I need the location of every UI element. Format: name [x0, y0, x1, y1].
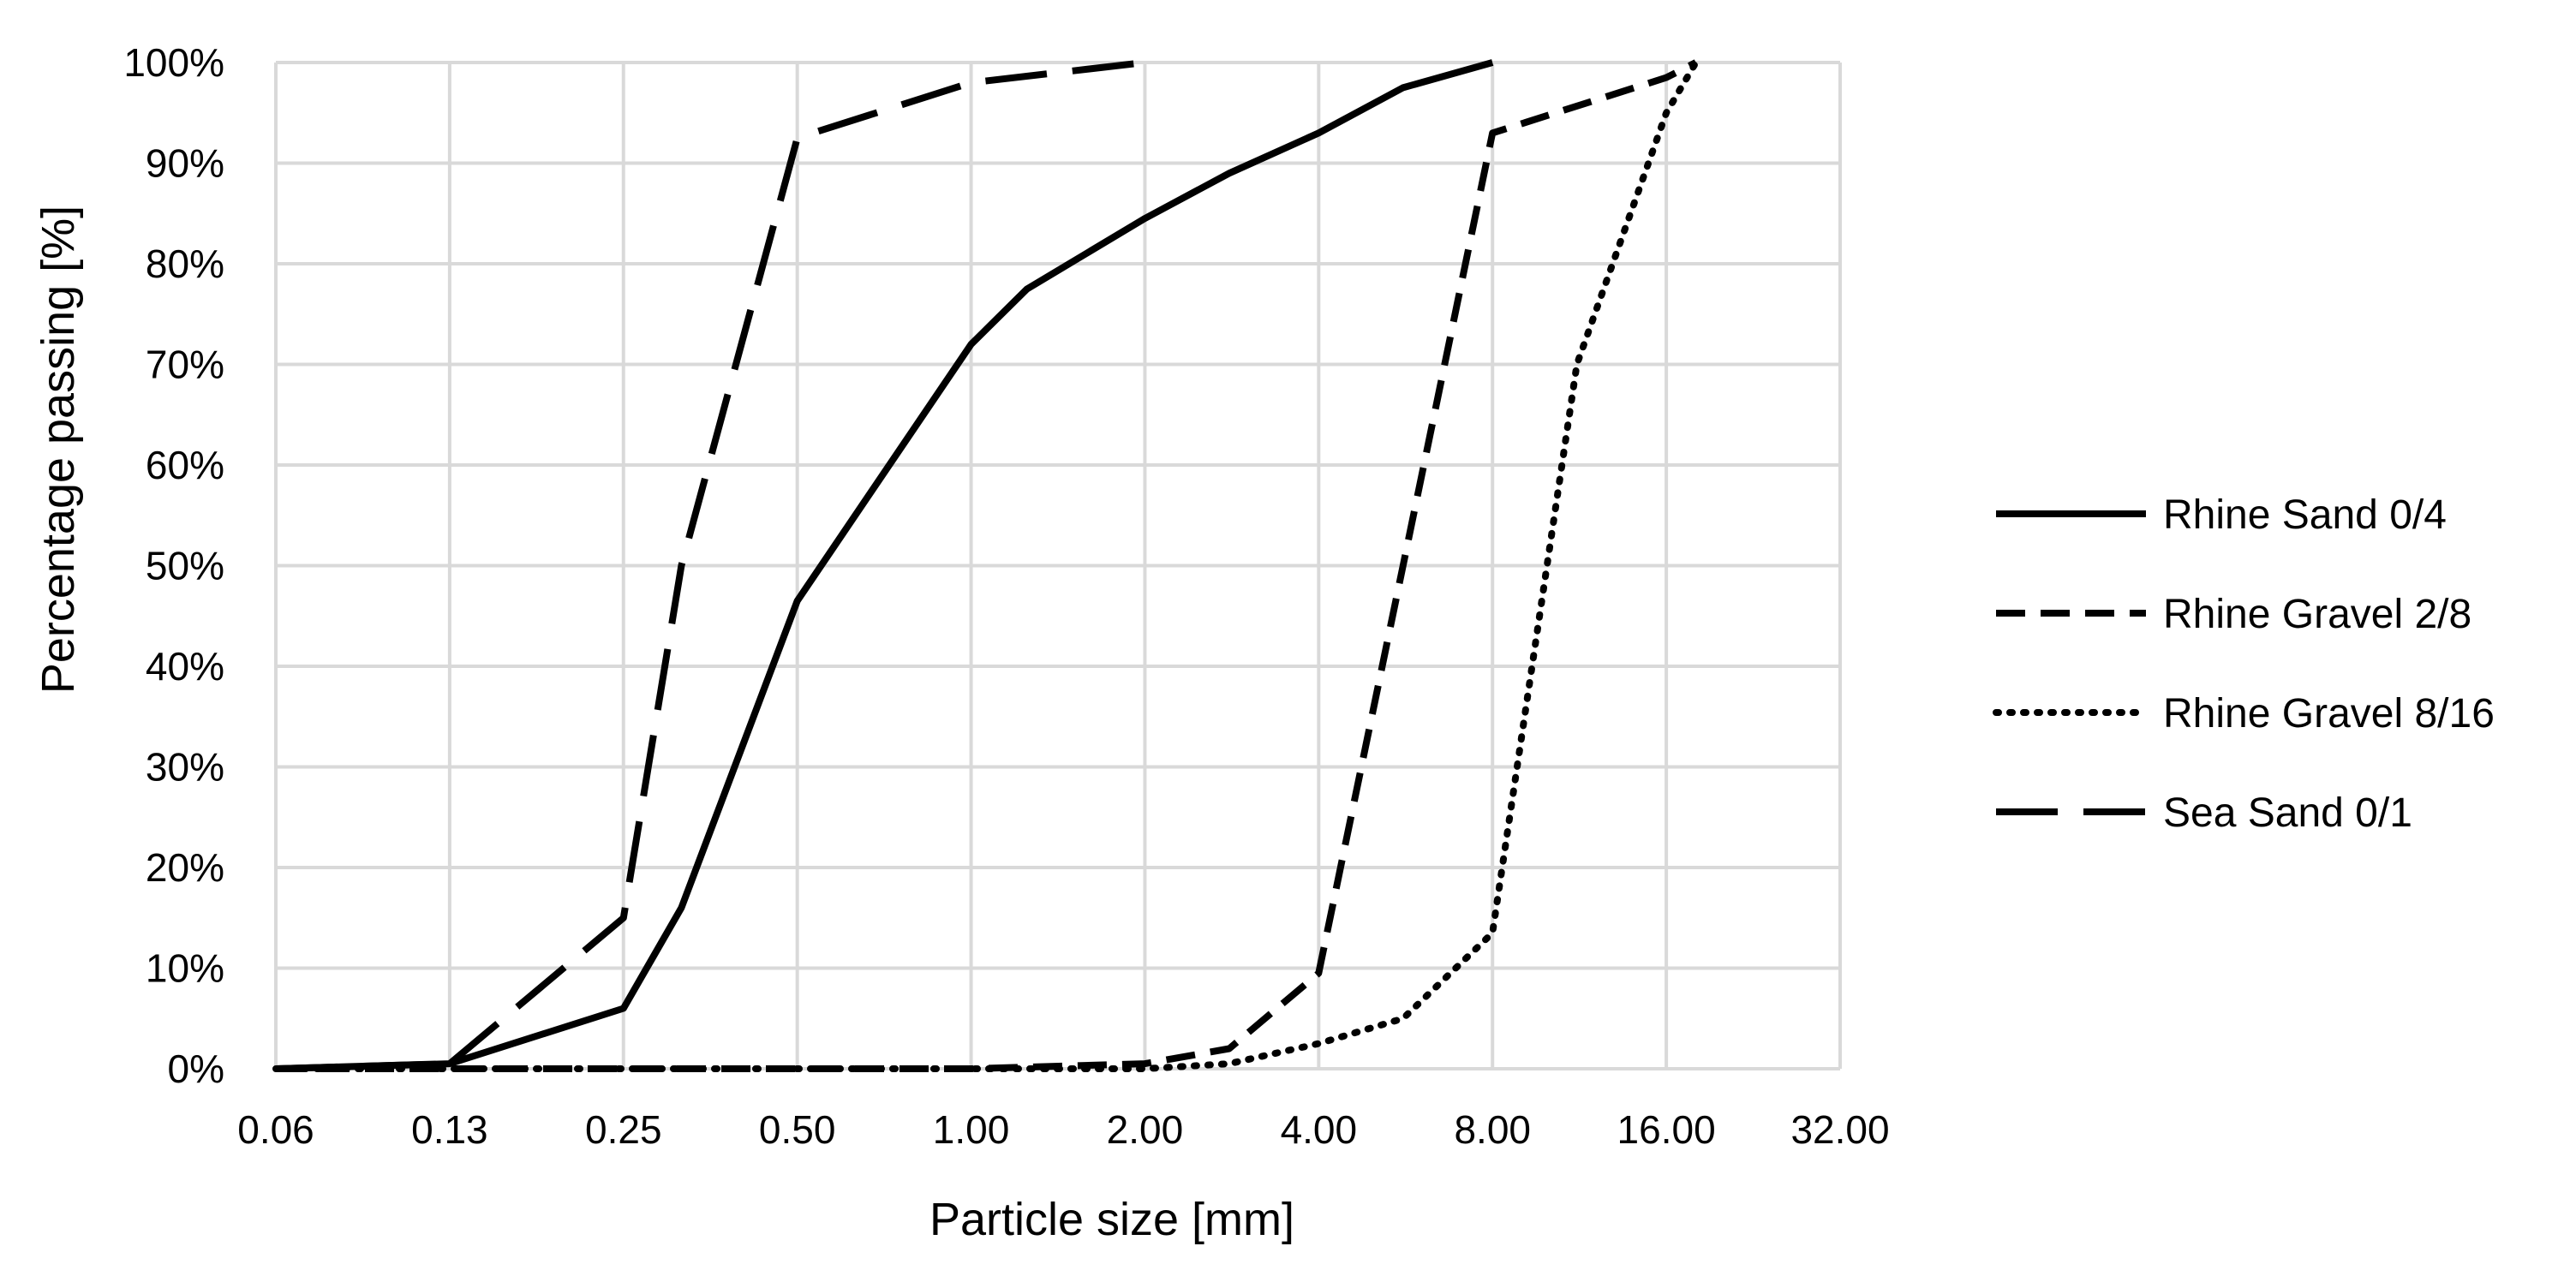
x-tick-label: 0.25 — [585, 1107, 662, 1152]
y-tick-label: 60% — [146, 443, 224, 487]
y-tick-label: 0% — [168, 1046, 224, 1091]
series-line-rhine-sand-0-4 — [275, 59, 1494, 1072]
y-tick-label: 90% — [146, 141, 224, 186]
x-tick-label: 0.50 — [759, 1107, 836, 1152]
x-tick-label: 8.00 — [1454, 1107, 1531, 1152]
legend-label: Rhine Gravel 8/16 — [2163, 691, 2495, 736]
y-axis-title: Percentage passing [%] — [33, 206, 84, 694]
y-tick-labels: 0% 10% 20% 30% 40% 50% 60% 70% 80% 90% 100% — [123, 40, 224, 1091]
legend-label: Rhine Gravel 2/8 — [2163, 592, 2471, 637]
legend-label: Sea Sand 0/1 — [2163, 790, 2412, 836]
x-axis-title: Particle size [mm] — [929, 1194, 1294, 1245]
y-tick-label: 40% — [146, 644, 224, 689]
x-tick-label: 0.13 — [411, 1107, 488, 1152]
y-gridlines — [276, 61, 1840, 1070]
x-tick-label: 1.00 — [933, 1107, 1010, 1152]
y-tick-label: 80% — [146, 241, 224, 286]
series-line-rhine-gravel-8-16 — [272, 59, 1700, 1072]
series-line-sea-sand-0-1 — [275, 59, 1145, 1072]
series-lines — [272, 59, 1700, 1072]
legend-label: Rhine Sand 0/4 — [2163, 492, 2447, 538]
y-tick-label: 100% — [123, 40, 224, 85]
x-tick-label: 2.00 — [1107, 1107, 1184, 1152]
x-tick-label: 16.00 — [1617, 1107, 1716, 1152]
legend: Rhine Sand 0/4 Rhine Gravel 2/8 Rhine Grav… — [1993, 492, 2495, 836]
y-tick-label: 20% — [146, 845, 224, 890]
y-tick-label: 10% — [146, 946, 224, 991]
x-tick-label: 32.00 — [1790, 1107, 1889, 1152]
x-tick-labels: 0.06 0.13 0.25 0.50 1.00 2.00 4.00 8.00 16.00 32.… — [237, 1107, 1889, 1152]
x-tick-label: 4.00 — [1281, 1107, 1358, 1152]
y-tick-label: 50% — [146, 544, 224, 588]
y-tick-label: 30% — [146, 745, 224, 790]
y-tick-label: 70% — [146, 343, 224, 387]
x-tick-label: 0.06 — [237, 1107, 314, 1152]
